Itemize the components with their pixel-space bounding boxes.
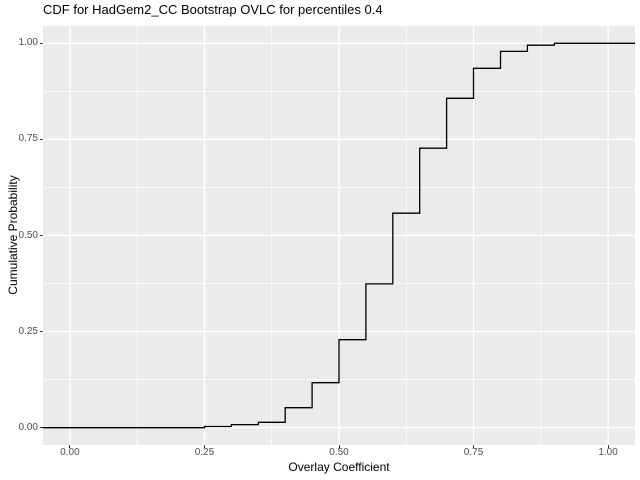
x-tick-mark [203, 445, 205, 448]
y-tick-label: 1.00 [18, 37, 38, 49]
y-tick-label: 0.50 [18, 229, 38, 241]
y-tick-mark [40, 42, 43, 44]
x-tick-label: 0.75 [463, 447, 484, 458]
x-tick-mark [338, 445, 340, 448]
y-tick-mark [40, 427, 43, 429]
y-tick-label: 0.25 [18, 325, 38, 337]
x-tick-mark [473, 445, 475, 448]
x-tick-label: 0.25 [194, 447, 215, 458]
chart-title: CDF for HadGem2_CC Bootstrap OVLC for pe… [43, 2, 383, 17]
y-tick-mark [40, 235, 43, 236]
y-tick-label: 0.00 [18, 421, 38, 433]
x-tick-label: 0.50 [329, 447, 349, 458]
y-axis-title: Cumulative Probability [6, 175, 20, 295]
y-tick-mark [40, 331, 43, 333]
x-tick-label: 1.00 [598, 447, 618, 458]
plot-panel [43, 26, 635, 445]
y-tick-label: 0.75 [18, 133, 38, 145]
x-tick-label: 0.00 [60, 447, 80, 458]
y-tick-mark [40, 138, 43, 140]
x-tick-mark [607, 445, 609, 448]
x-tick-mark [69, 445, 71, 448]
chart-canvas [43, 26, 635, 445]
x-axis-title: Overlay Coefficient [288, 460, 390, 474]
cdf-curve [43, 42, 635, 429]
